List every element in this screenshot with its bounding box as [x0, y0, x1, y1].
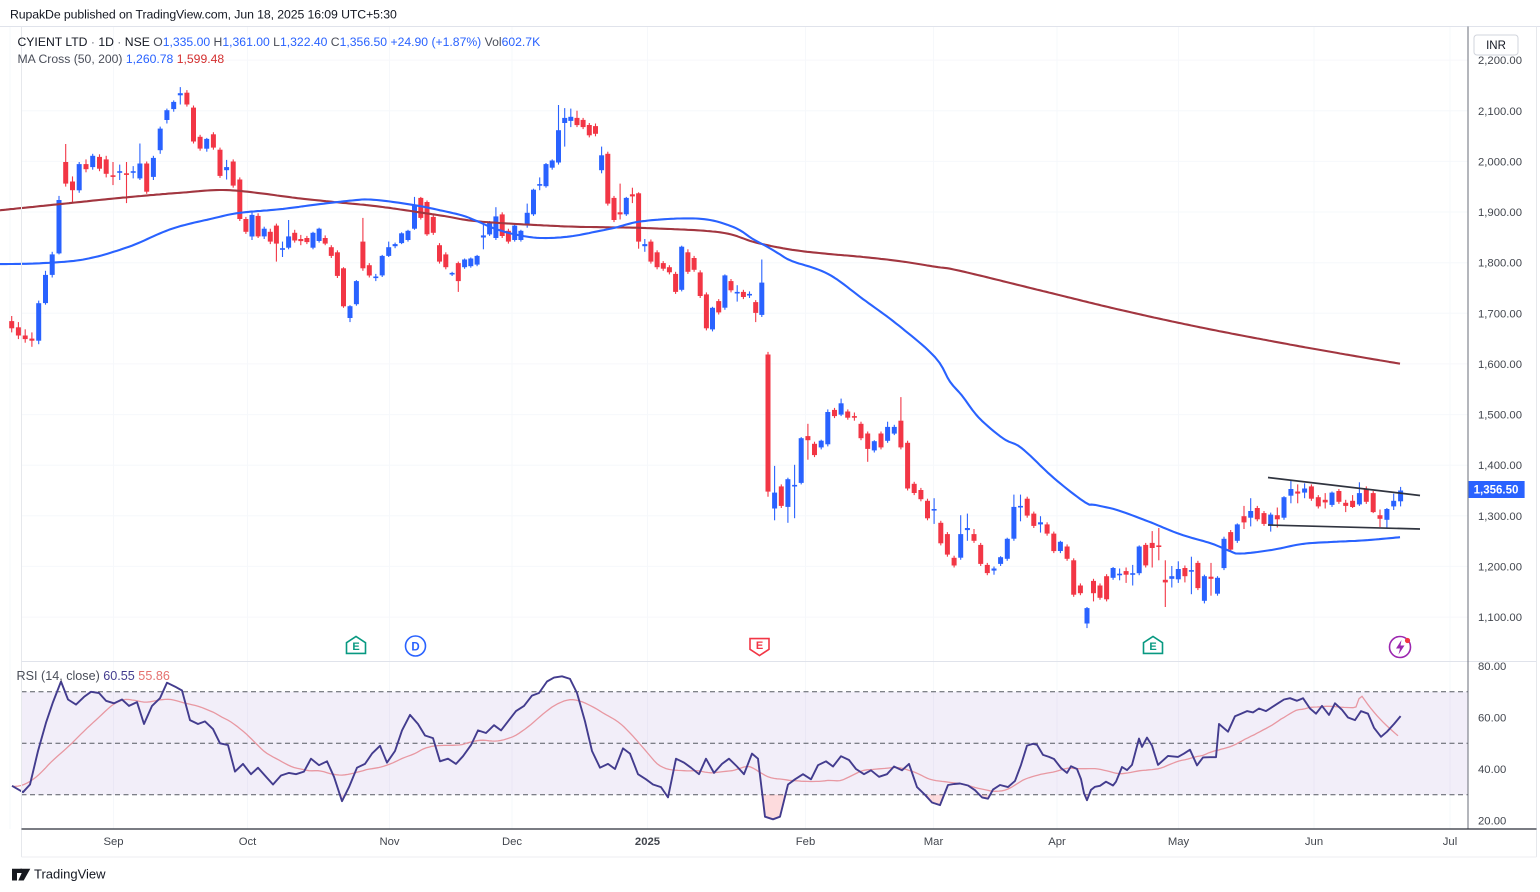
- svg-text:Nov: Nov: [379, 836, 399, 848]
- svg-text:1,600.00: 1,600.00: [1478, 359, 1522, 371]
- svg-text:Jul: Jul: [1443, 836, 1457, 848]
- svg-text:1,100.00: 1,100.00: [1478, 612, 1522, 624]
- svg-text:Apr: Apr: [1048, 836, 1066, 848]
- svg-text:2,000.00: 2,000.00: [1478, 156, 1522, 168]
- svg-text:CYIENT LTD · 1D · NSE O1,335.: CYIENT LTD · 1D · NSE O1,335.00 H1,361.0…: [18, 35, 541, 49]
- svg-text:1,800.00: 1,800.00: [1478, 258, 1522, 270]
- svg-text:40.00: 40.00: [1478, 764, 1506, 776]
- svg-text:E: E: [352, 641, 359, 653]
- svg-text:Feb: Feb: [796, 836, 815, 848]
- svg-text:1,700.00: 1,700.00: [1478, 308, 1522, 320]
- svg-text:2025: 2025: [635, 836, 660, 848]
- svg-text:RSI (14, close) 60.55 55.86: RSI (14, close) 60.55 55.86: [17, 669, 170, 683]
- svg-text:E: E: [756, 640, 763, 652]
- svg-text:TradingView: TradingView: [34, 867, 106, 882]
- svg-text:INR: INR: [1486, 40, 1506, 52]
- svg-text:RupakDe published on TradingVi: RupakDe published on TradingView.com, Ju…: [10, 8, 397, 22]
- svg-text:20.00: 20.00: [1478, 816, 1506, 828]
- svg-text:60.00: 60.00: [1478, 713, 1506, 725]
- svg-text:MA Cross (50, 200) 1,260.78 1: MA Cross (50, 200) 1,260.78 1,599.48: [18, 52, 225, 66]
- svg-text:Oct: Oct: [239, 836, 257, 848]
- svg-text:E: E: [1149, 641, 1156, 653]
- svg-text:Mar: Mar: [924, 836, 944, 848]
- svg-text:1,400.00: 1,400.00: [1478, 460, 1522, 472]
- svg-text:80.00: 80.00: [1478, 661, 1506, 673]
- svg-text:1,500.00: 1,500.00: [1478, 410, 1522, 422]
- svg-text:Sep: Sep: [103, 836, 123, 848]
- svg-text:1,356.50: 1,356.50: [1474, 485, 1519, 497]
- svg-text:1,200.00: 1,200.00: [1478, 561, 1522, 573]
- svg-text:Dec: Dec: [502, 836, 522, 848]
- svg-text:2,200.00: 2,200.00: [1478, 55, 1522, 67]
- svg-text:D: D: [411, 642, 419, 654]
- svg-text:1,300.00: 1,300.00: [1478, 511, 1522, 523]
- svg-text:Jun: Jun: [1305, 836, 1323, 848]
- svg-text:1,900.00: 1,900.00: [1478, 207, 1522, 219]
- svg-text:2,100.00: 2,100.00: [1478, 106, 1522, 118]
- svg-text:May: May: [1168, 836, 1190, 848]
